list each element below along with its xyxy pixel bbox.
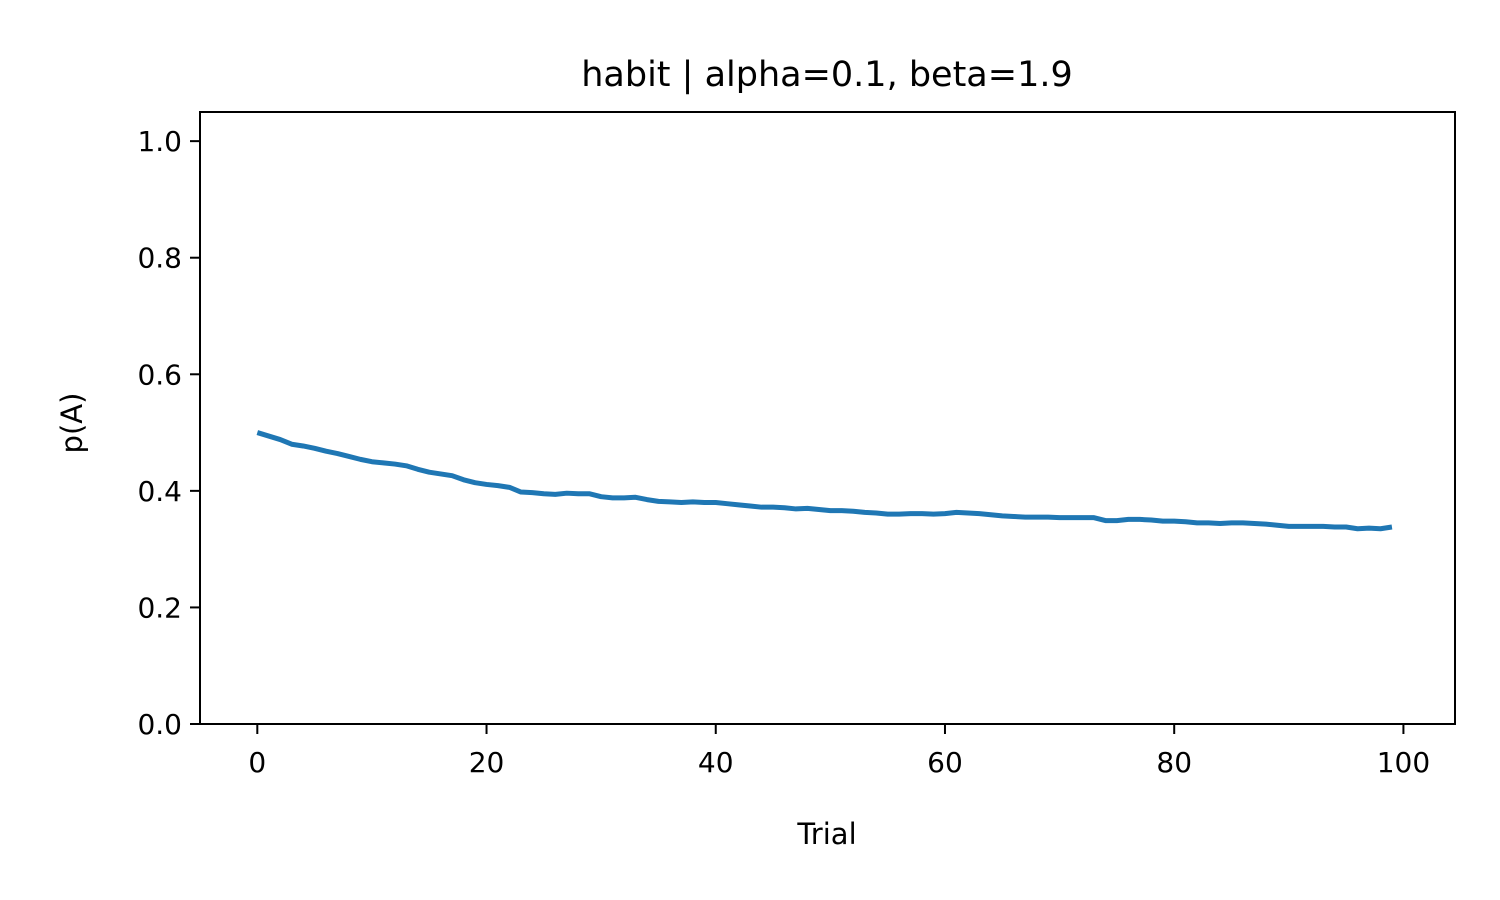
x-tick-label: 20 (469, 746, 505, 779)
chart-title: habit | alpha=0.1, beta=1.9 (581, 55, 1073, 95)
x-axis-label: Trial (796, 817, 856, 851)
plot-area-frame (199, 111, 1456, 725)
x-tick-label: 60 (927, 746, 963, 779)
y-axis-label: p(A) (55, 393, 89, 454)
x-tick-label: 80 (1156, 746, 1192, 779)
x-axis-ticks: 0 20 40 60 80 100 (248, 724, 1430, 779)
series-line (256, 430, 1393, 532)
y-tick-label: 0.8 (137, 242, 182, 275)
y-tick-label: 0.0 (137, 708, 182, 741)
x-tick-label: 40 (698, 746, 734, 779)
y-tick-label: 1.0 (137, 125, 182, 158)
y-tick-label: 0.6 (137, 358, 182, 391)
x-tick-label: 0 (248, 746, 266, 779)
y-axis-ticks: 0.0 0.2 0.4 0.6 0.8 1.0 (137, 125, 200, 741)
x-tick-label: 100 (1377, 746, 1430, 779)
y-tick-label: 0.4 (137, 475, 182, 508)
y-tick-label: 0.2 (137, 591, 182, 624)
